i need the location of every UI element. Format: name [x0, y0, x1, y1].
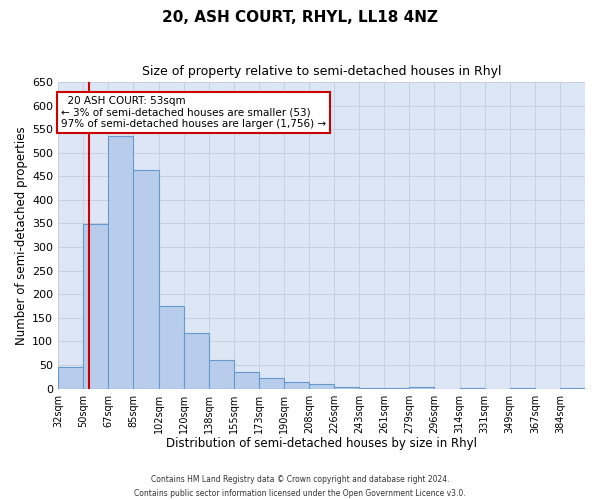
- Text: Contains HM Land Registry data © Crown copyright and database right 2024.
Contai: Contains HM Land Registry data © Crown c…: [134, 476, 466, 498]
- Bar: [133, 170, 158, 388]
- Bar: [83, 224, 109, 388]
- Bar: [58, 367, 83, 388]
- X-axis label: Distribution of semi-detached houses by size in Rhyl: Distribution of semi-detached houses by …: [166, 437, 477, 450]
- Bar: [158, 306, 184, 388]
- Bar: [409, 387, 434, 388]
- Bar: [259, 378, 284, 388]
- Title: Size of property relative to semi-detached houses in Rhyl: Size of property relative to semi-detach…: [142, 65, 502, 78]
- Bar: [334, 386, 359, 388]
- Bar: [184, 333, 209, 388]
- Text: 20, ASH COURT, RHYL, LL18 4NZ: 20, ASH COURT, RHYL, LL18 4NZ: [162, 10, 438, 25]
- Bar: [209, 360, 234, 388]
- Y-axis label: Number of semi-detached properties: Number of semi-detached properties: [15, 126, 28, 344]
- Bar: [309, 384, 334, 388]
- Bar: [284, 382, 309, 388]
- Text: 20 ASH COURT: 53sqm
← 3% of semi-detached houses are smaller (53)
97% of semi-de: 20 ASH COURT: 53sqm ← 3% of semi-detache…: [61, 96, 326, 130]
- Bar: [109, 136, 133, 388]
- Bar: [234, 372, 259, 388]
